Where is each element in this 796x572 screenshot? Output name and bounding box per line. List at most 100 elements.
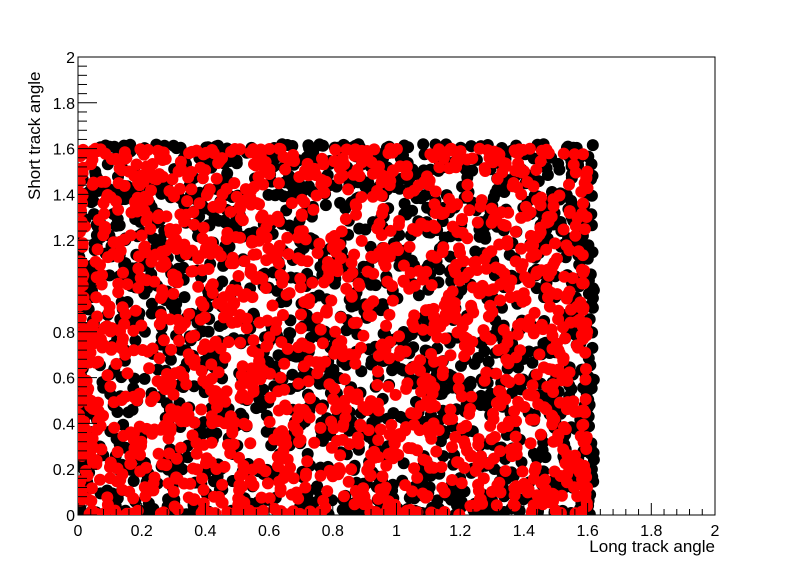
data-point xyxy=(99,220,111,233)
data-point xyxy=(486,485,498,498)
data-point xyxy=(499,219,512,232)
data-point xyxy=(557,223,570,236)
data-point xyxy=(103,300,116,313)
data-point xyxy=(298,196,311,209)
data-point xyxy=(172,165,185,178)
data-point xyxy=(342,270,355,283)
data-point xyxy=(406,316,419,329)
data-point xyxy=(586,139,599,152)
data-point xyxy=(154,233,167,246)
data-point xyxy=(430,445,443,458)
data-point xyxy=(492,344,505,357)
data-point xyxy=(552,313,565,326)
data-point xyxy=(501,235,514,248)
data-point xyxy=(458,350,471,363)
data-point xyxy=(469,255,482,268)
data-point xyxy=(250,273,263,285)
data-point xyxy=(90,271,103,284)
data-point xyxy=(576,277,589,290)
data-point xyxy=(444,349,457,362)
data-point xyxy=(412,289,425,302)
data-point xyxy=(380,506,393,515)
data-point xyxy=(577,148,589,161)
data-point xyxy=(528,413,541,426)
data-point xyxy=(309,508,322,515)
y-tick-label: 1.8 xyxy=(53,96,75,113)
data-point xyxy=(118,146,131,159)
data-point xyxy=(197,221,210,234)
data-point xyxy=(129,304,142,317)
data-point xyxy=(540,143,553,156)
data-point xyxy=(216,478,229,491)
data-point xyxy=(407,223,419,235)
data-point xyxy=(372,434,385,446)
data-point xyxy=(327,422,340,435)
data-point xyxy=(112,177,125,190)
data-point xyxy=(174,155,187,168)
data-point xyxy=(508,405,521,418)
data-point xyxy=(273,142,286,155)
data-point xyxy=(220,308,233,321)
data-point xyxy=(134,272,147,284)
data-point xyxy=(456,226,469,239)
data-point xyxy=(104,456,117,469)
data-point xyxy=(250,402,263,415)
data-point xyxy=(325,441,338,454)
data-point xyxy=(487,283,500,296)
data-point xyxy=(546,418,559,431)
data-point xyxy=(551,288,564,301)
data-point xyxy=(345,256,358,269)
data-point xyxy=(502,280,515,293)
data-point xyxy=(400,382,413,395)
data-point xyxy=(263,143,276,155)
y-tick-label: 0.6 xyxy=(53,371,75,388)
data-point xyxy=(86,432,99,445)
data-point xyxy=(436,481,449,494)
data-point xyxy=(340,403,353,416)
data-point xyxy=(107,396,120,409)
data-point xyxy=(132,262,145,275)
data-point xyxy=(560,239,573,252)
data-point xyxy=(328,155,340,168)
data-point xyxy=(153,248,166,261)
data-point xyxy=(352,431,364,444)
data-point xyxy=(545,409,558,422)
data-point xyxy=(192,280,205,293)
data-point xyxy=(235,212,247,225)
data-point xyxy=(382,380,395,393)
data-point xyxy=(178,291,191,304)
data-point xyxy=(413,424,426,437)
data-point xyxy=(221,167,234,180)
data-point xyxy=(350,208,362,221)
data-point xyxy=(134,143,147,156)
data-point xyxy=(283,219,296,232)
data-point xyxy=(234,391,247,404)
data-point xyxy=(373,217,386,230)
data-point xyxy=(376,470,389,483)
data-point xyxy=(112,250,125,263)
data-point xyxy=(563,205,576,218)
data-point xyxy=(446,441,458,453)
data-point xyxy=(581,325,594,338)
data-point xyxy=(579,464,592,477)
data-point xyxy=(508,489,521,502)
data-point xyxy=(200,452,213,465)
data-point xyxy=(224,205,237,218)
data-point xyxy=(453,274,466,287)
data-point xyxy=(171,276,184,289)
data-point xyxy=(524,229,537,242)
data-point xyxy=(407,506,420,515)
data-point xyxy=(281,231,294,244)
data-point xyxy=(432,424,445,437)
data-point xyxy=(138,241,151,254)
data-point xyxy=(472,484,485,497)
data-point xyxy=(174,208,187,221)
data-point xyxy=(98,207,111,220)
data-point xyxy=(451,198,464,211)
data-point xyxy=(210,172,223,185)
data-point xyxy=(148,275,161,288)
data-point xyxy=(563,285,576,298)
data-point xyxy=(386,294,399,307)
data-point xyxy=(231,315,243,328)
